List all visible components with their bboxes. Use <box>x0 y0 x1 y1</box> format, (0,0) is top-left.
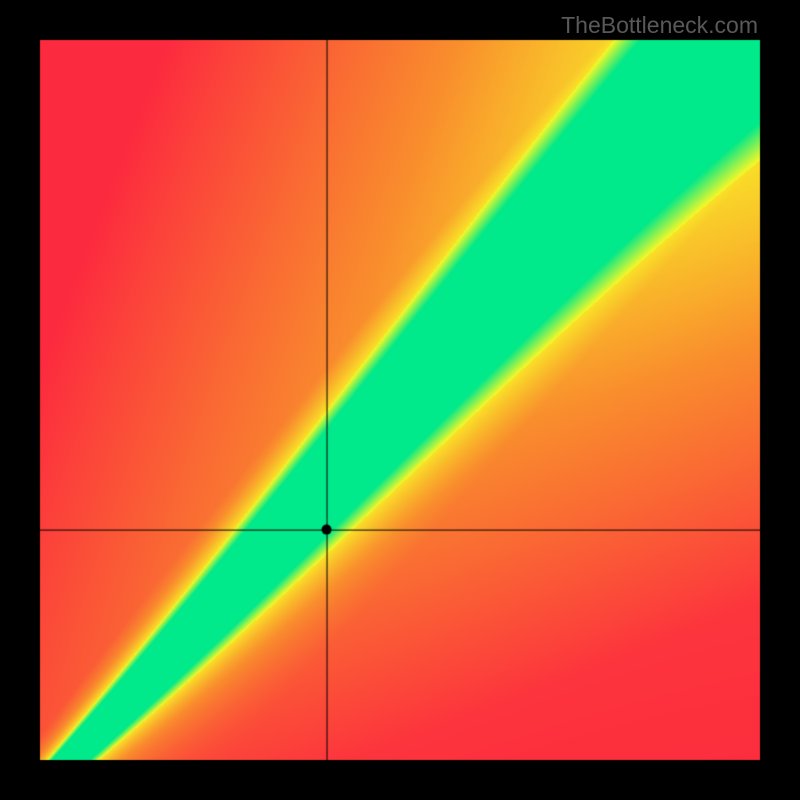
bottleneck-heatmap <box>0 0 800 800</box>
watermark-text: TheBottleneck.com <box>561 12 758 39</box>
